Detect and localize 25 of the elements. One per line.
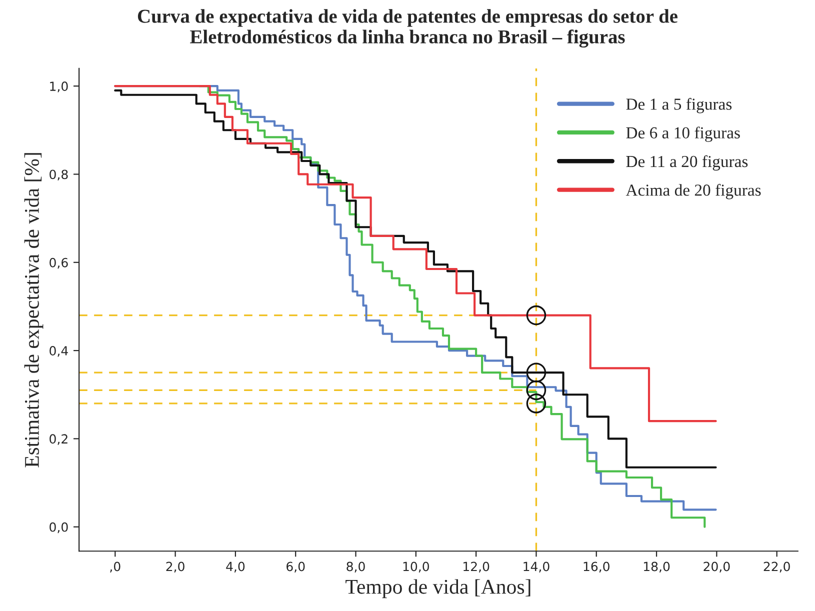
y-tick-label: 0,6: [50, 258, 68, 269]
y-tick-label: 0,0: [50, 522, 68, 534]
x-tick-label: 16,0: [584, 562, 610, 572]
x-tick-label: 12,0: [464, 562, 490, 572]
x-tick-label: 4,0: [226, 562, 245, 572]
x-axis-title: Tempo de vida [Anos]: [346, 579, 530, 598]
x-tick-label: 18,0: [644, 562, 670, 572]
x-tick-label: 2,0: [166, 562, 184, 572]
legend-label: De 6 a 10 figuras: [626, 126, 740, 142]
y-tick-label: 0,2: [50, 434, 68, 445]
legend-label: Acima de 20 figuras: [626, 184, 761, 200]
x-tick-label: 14,0: [524, 562, 550, 572]
chart-title: Curva de expectativa de vida de patentes de empresas do setor de Eletrodomésticos da linha branca no Brasil – figuras: [138, 9, 678, 48]
x-tick-label: 6,0: [286, 562, 305, 572]
x-tick-label: 22,0: [764, 562, 790, 572]
y-tick-label: 0,4: [50, 346, 68, 357]
x-tick-label: ,0: [110, 562, 120, 572]
x-tick-label: 8,0: [346, 562, 365, 572]
x-tick-label: 10,0: [403, 562, 429, 572]
legend-label: De 11 a 20 figuras: [626, 155, 748, 171]
x-tick-label: 20,0: [704, 562, 730, 572]
legend-label: De 1 a 5 figuras: [626, 98, 732, 114]
y-tick-label: 0,8: [50, 170, 68, 180]
y-tick-label: 1,0: [50, 82, 68, 92]
y-axis-title: Estimativa de expectativa de vida [%]: [24, 153, 44, 468]
